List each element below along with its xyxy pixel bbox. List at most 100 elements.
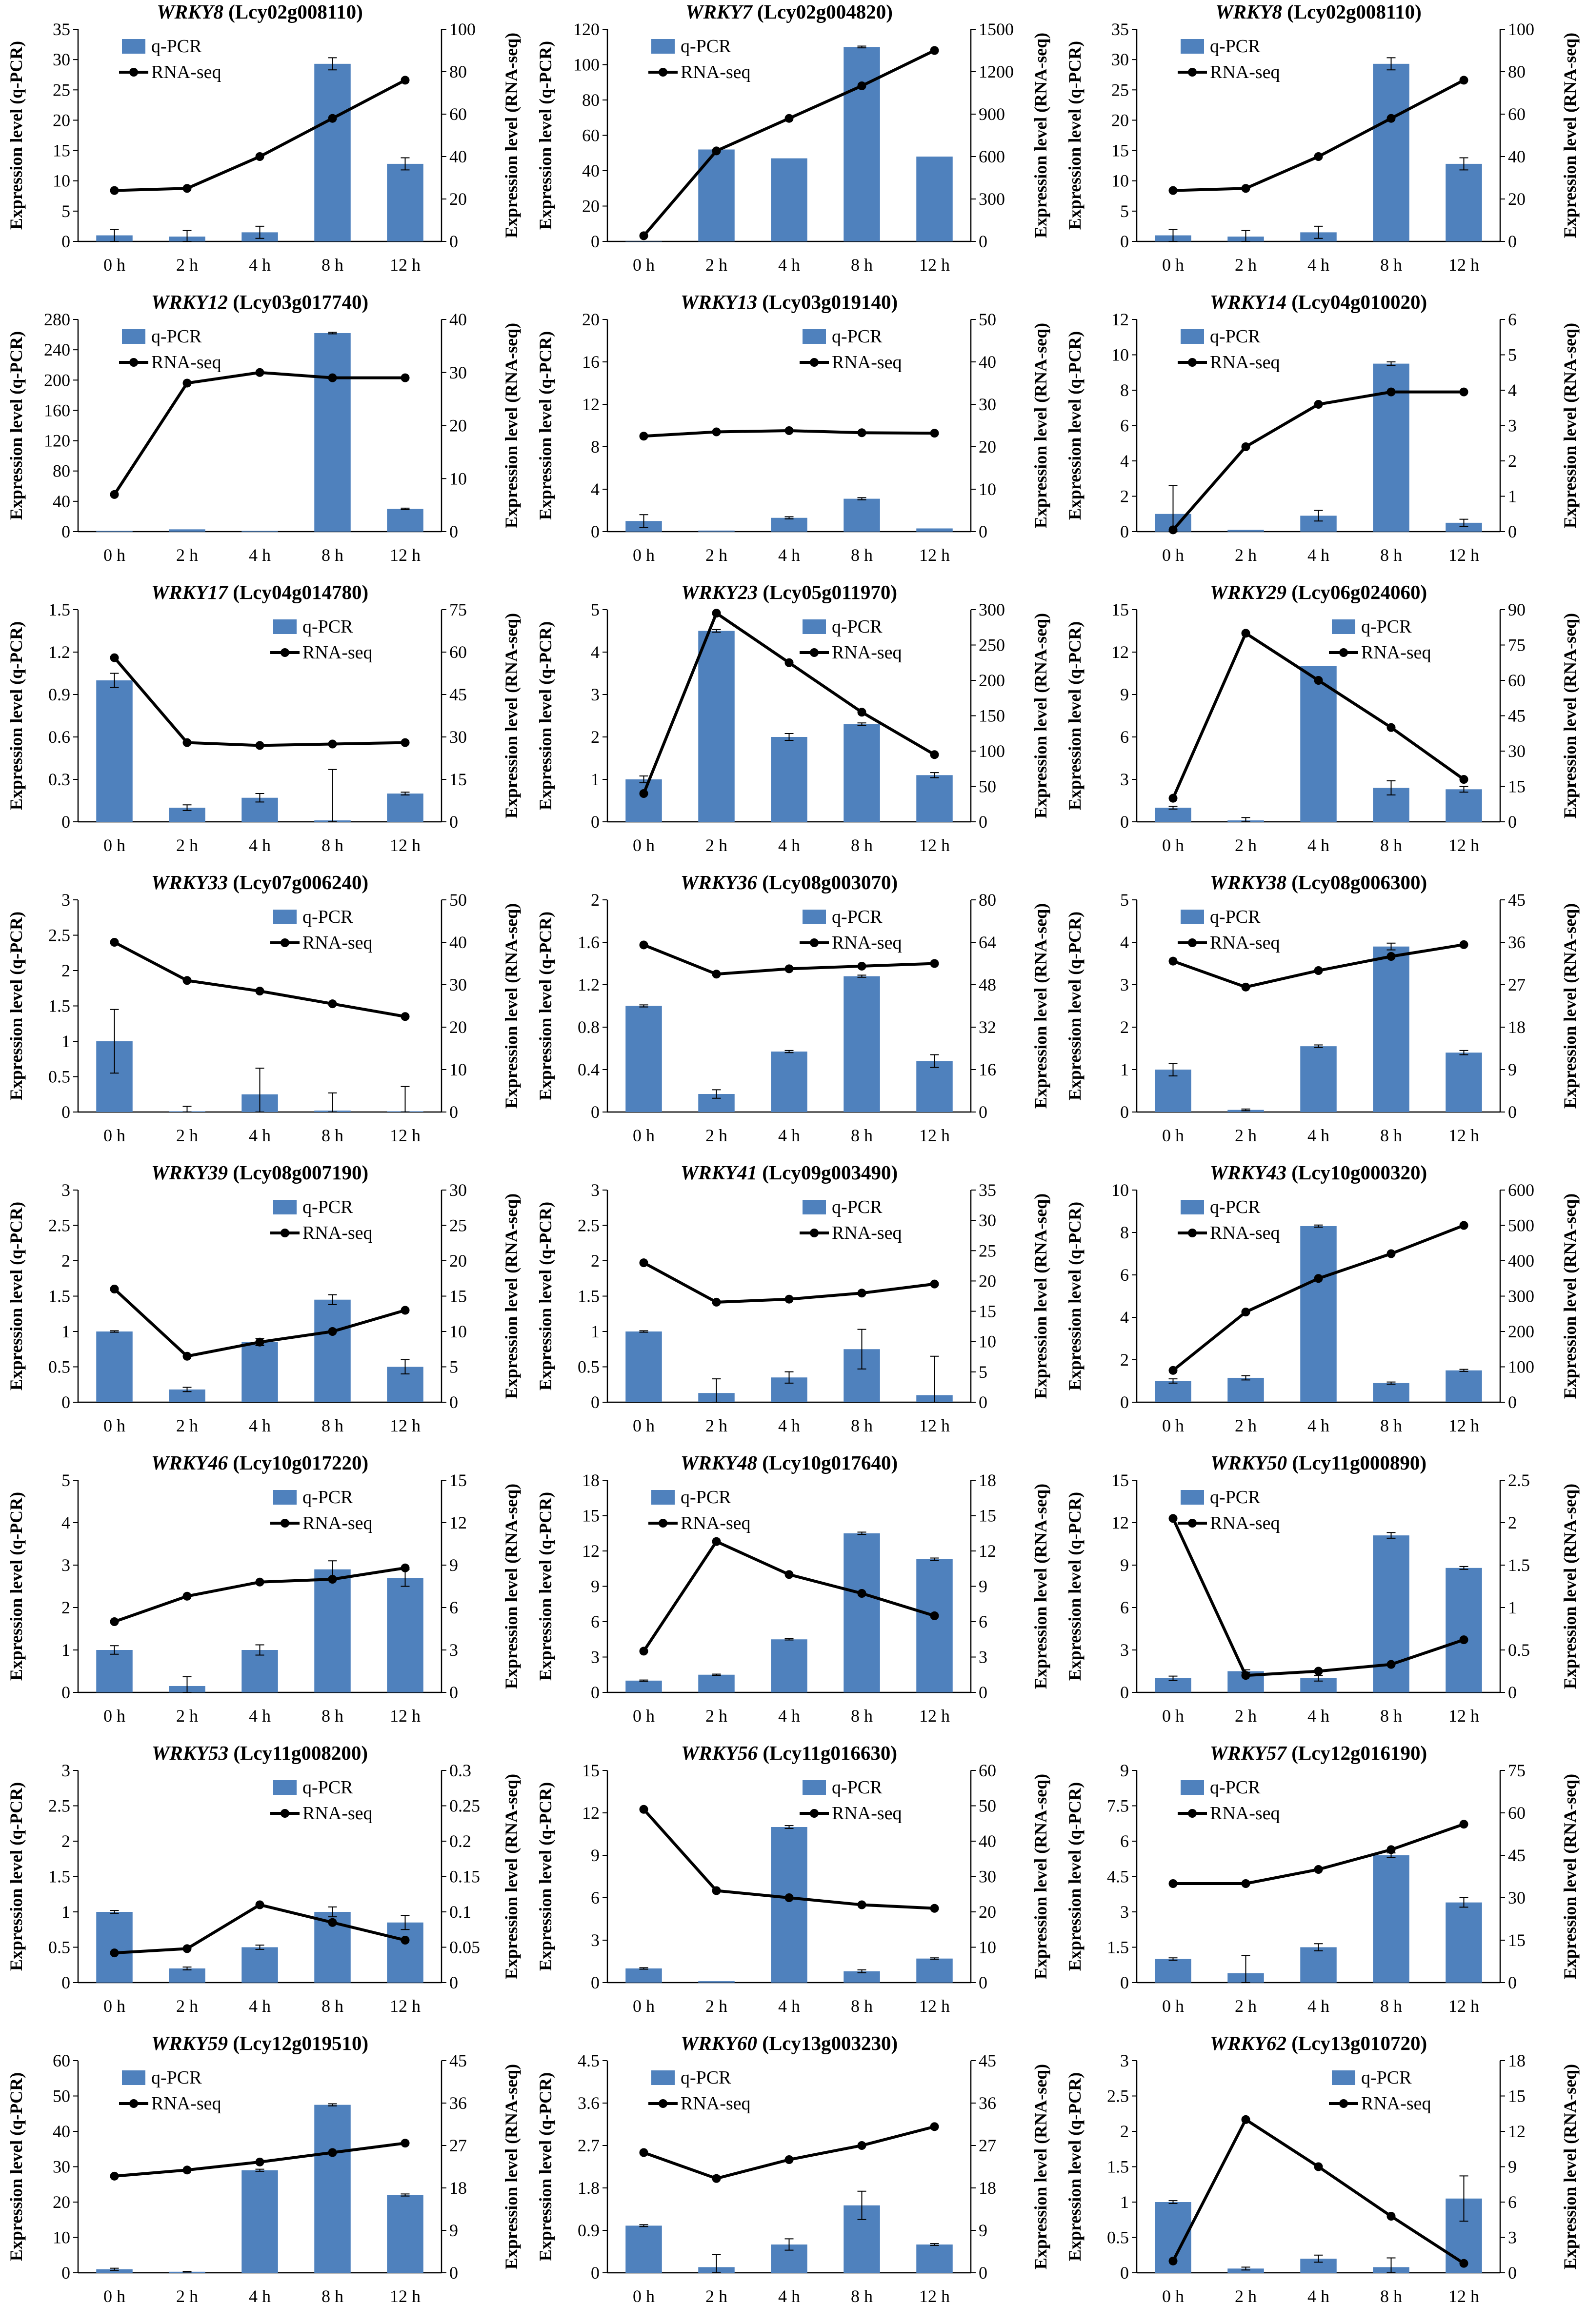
rnaseq-point <box>930 1279 939 1289</box>
y2-tick-label: 60 <box>1508 671 1526 690</box>
y2-tick-label: 18 <box>449 2178 467 2198</box>
rnaseq-point <box>712 2174 721 2183</box>
y2-tick-label: 80 <box>449 62 467 81</box>
y-axis-title: Expression level (q-PCR) <box>6 1492 26 1681</box>
y-tick-label: 40 <box>582 161 600 180</box>
legend-marker-rnaseq <box>659 2099 667 2108</box>
y-tick-label: 30 <box>53 50 70 69</box>
legend-swatch-qpcr <box>1181 1780 1204 1795</box>
x-tick-label: 4 h <box>1307 2286 1329 2306</box>
legend-swatch-qpcr <box>803 910 826 924</box>
gene-name: WRKY17 <box>151 581 229 603</box>
x-tick-label: 0 h <box>633 2286 655 2306</box>
chart-panel-wrky60: WRKY60 (Lcy13g003230) 0 0.9 1.8 2.7 3.6 4.5 0 9 1… <box>536 2032 1050 2306</box>
x-tick-label: 8 h <box>1380 255 1402 275</box>
legend-label-qpcr: q-PCR <box>832 907 883 927</box>
rnaseq-point <box>255 1900 264 1909</box>
chart-panel-wrky8: WRKY8 (Lcy02g008110) 0 5 10 15 20 25 30 35 0 20 40 6… <box>6 0 521 275</box>
rnaseq-point <box>328 739 337 749</box>
y2-tick-label: 600 <box>1508 1180 1534 1200</box>
legend-label-qpcr: q-PCR <box>151 326 202 347</box>
chart-title: WRKY8 (Lcy02g008110) <box>1215 0 1422 23</box>
y-tick-label: 3 <box>61 1180 70 1200</box>
x-tick-label: 0 h <box>633 545 655 565</box>
y2-tick-label: 10 <box>449 1322 467 1341</box>
x-tick-label: 8 h <box>851 1126 873 1145</box>
x-tick-label: 12 h <box>390 545 421 565</box>
y-tick-label: 35 <box>53 20 70 39</box>
y2-axis-title: Expression level (RNA-seq) <box>1031 33 1050 238</box>
qpcr-bar <box>387 794 423 822</box>
qpcr-bar <box>844 47 880 241</box>
legend-swatch-qpcr <box>651 2070 675 2085</box>
y-tick-label: 0 <box>591 812 600 832</box>
y-tick-label: 10 <box>1111 345 1129 365</box>
y2-tick-label: 30 <box>979 395 996 414</box>
rnaseq-point <box>712 1297 721 1307</box>
gene-name: WRKY56 <box>681 1742 758 1764</box>
chart-title: WRKY8 (Lcy02g008110) <box>157 0 363 23</box>
legend-marker-rnaseq <box>810 1809 819 1818</box>
x-tick-label: 8 h <box>321 2286 343 2306</box>
y2-tick-label: 0 <box>449 1392 458 1412</box>
qpcr-bar <box>1227 1377 1264 1402</box>
rnaseq-point <box>328 2148 337 2157</box>
rnaseq-point <box>712 146 721 156</box>
x-tick-label: 12 h <box>1448 255 1479 275</box>
x-tick-label: 2 h <box>705 545 727 565</box>
rnaseq-point <box>784 1570 794 1579</box>
x-tick-label: 12 h <box>919 1996 950 2016</box>
legend-label-rnaseq: RNA-seq <box>832 933 902 953</box>
y2-tick-label: 600 <box>979 147 1005 166</box>
y2-tick-label: 0.05 <box>449 1938 480 1957</box>
y2-axis-title: Expression level (RNA-seq) <box>1560 1774 1580 1979</box>
y2-tick-label: 20 <box>449 1251 467 1271</box>
y-tick-label: 8 <box>1120 380 1129 400</box>
y-tick-label: 4.5 <box>578 2051 600 2070</box>
chart-panel-wrky33: WRKY33 (Lcy07g006240)00.511.522.53010203… <box>6 871 521 1145</box>
locus-id: (Lcy08g007190) <box>228 1161 368 1184</box>
y-tick-label: 6 <box>1120 1265 1129 1285</box>
chart-title: WRKY41 (Lcy09g003490) <box>681 1161 898 1184</box>
y-axis-title: Expression level (q-PCR) <box>536 1782 555 1971</box>
legend-label-qpcr: q-PCR <box>302 1197 353 1217</box>
locus-id: (Lcy05g011970) <box>758 581 897 603</box>
qpcr-bar <box>314 2105 351 2273</box>
y-tick-label: 0 <box>591 2263 600 2283</box>
y-tick-label: 1.5 <box>48 996 70 1016</box>
y2-tick-label: 30 <box>449 975 467 994</box>
legend-label-rnaseq: RNA-seq <box>302 933 373 953</box>
y-tick-label: 25 <box>1111 80 1129 99</box>
rnaseq-line <box>642 1539 935 1652</box>
y2-tick-label: 5 <box>449 1357 458 1377</box>
x-tick-label: 0 h <box>103 545 125 565</box>
x-tick-label: 12 h <box>919 1416 950 1435</box>
gene-name: WRKY53 <box>152 1742 228 1764</box>
y-axis-title: Expression level (q-PCR) <box>536 2072 555 2261</box>
y2-tick-label: 300 <box>1508 1287 1534 1306</box>
qpcr-bar <box>625 1968 662 1983</box>
qpcr-bar <box>771 1639 807 1692</box>
y2-tick-label: 100 <box>979 741 1005 761</box>
rnaseq-point <box>857 2141 866 2150</box>
y2-tick-label: 3 <box>1508 2228 1517 2247</box>
y2-axis-title: Expression level (RNA-seq) <box>1031 323 1050 528</box>
rnaseq-point <box>639 231 648 240</box>
legend-label-qpcr: q-PCR <box>681 36 731 57</box>
y2-tick-label: 0 <box>979 2263 987 2283</box>
qpcr-bar <box>844 724 880 822</box>
qpcr-bar <box>625 1006 662 1112</box>
y-tick-label: 3 <box>591 1648 600 1667</box>
legend-swatch-qpcr <box>122 329 145 344</box>
y2-tick-label: 10 <box>979 1938 996 1957</box>
x-tick-label: 4 h <box>1307 1996 1329 2016</box>
rnaseq-point <box>401 1936 410 1945</box>
qpcr-bar <box>314 1299 351 1402</box>
x-tick-label: 12 h <box>919 2286 950 2306</box>
legend-label-rnaseq: RNA-seq <box>681 1513 751 1533</box>
chart-title: WRKY39 (Lcy08g007190) <box>151 1161 368 1184</box>
y2-tick-label: 75 <box>1508 636 1526 655</box>
rnaseq-point <box>712 1537 721 1546</box>
legend-swatch-qpcr <box>803 1780 826 1795</box>
qpcr-bar <box>387 2195 423 2273</box>
